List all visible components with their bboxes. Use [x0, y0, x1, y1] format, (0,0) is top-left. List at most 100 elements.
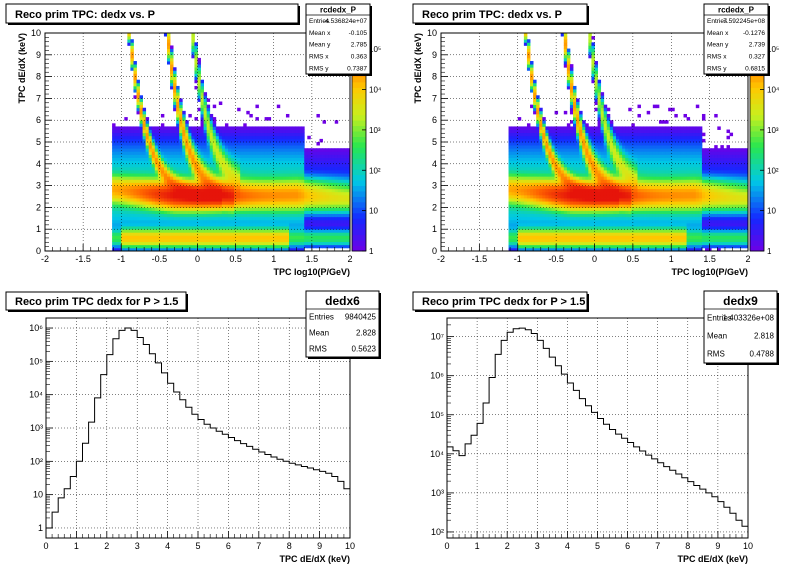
heatmap-cell [142, 219, 147, 224]
heatmap-cell [176, 123, 180, 127]
heatmap-cell [530, 201, 534, 205]
heatmap-cell [328, 235, 333, 239]
heatmap-cell [246, 166, 250, 171]
heatmap-cell [252, 185, 256, 190]
heatmap-cell [118, 179, 122, 183]
heatmap-cell [185, 191, 189, 196]
heatmap-cell [585, 135, 589, 140]
heatmap-cell [557, 154, 562, 158]
heatmap-cell [176, 229, 180, 233]
heatmap-cell [539, 176, 543, 180]
heatmap-cell [212, 185, 217, 190]
heatmap-cell [292, 219, 296, 224]
heatmap-cell [124, 151, 128, 155]
heatmap-cell [264, 151, 269, 155]
heatmap-cell [514, 244, 519, 249]
heatmap-cell [163, 229, 168, 233]
heatmap-cell [322, 226, 326, 230]
heatmap-cell [261, 222, 265, 227]
heatmap-cell [560, 145, 565, 149]
heatmap-cell [573, 226, 577, 230]
heatmap-cell [112, 226, 116, 230]
heatmap-cell [328, 148, 333, 152]
heatmap-cell [197, 235, 201, 239]
heatmap-cell [603, 191, 608, 196]
heatmap-cell [307, 232, 311, 236]
heatmap-cell [276, 160, 281, 165]
heatmap-cell [514, 160, 519, 165]
heatmap-cell [554, 226, 559, 230]
heatmap-cell [188, 163, 192, 168]
heatmap-cell [237, 244, 241, 249]
heatmap-cell [328, 163, 333, 168]
heatmap-cell [542, 142, 546, 146]
heatmap-cell [203, 201, 208, 205]
heatmap-cell [215, 201, 220, 205]
heatmap-cell [573, 232, 577, 236]
stats-label: RMS y [309, 65, 329, 72]
heatmap-cell [206, 110, 211, 115]
heatmap-cell [212, 151, 217, 155]
heatmap-cell [539, 142, 543, 146]
heatmap-cell [569, 222, 574, 227]
heatmap-cell [237, 219, 241, 224]
heatmap-cell [121, 188, 125, 193]
heatmap-cell [273, 188, 278, 193]
heatmap-cell [224, 142, 229, 146]
heatmap-cell [270, 182, 275, 186]
heatmap-cell [292, 154, 296, 158]
heatmap-cell [331, 163, 336, 168]
heatmap-cell [264, 191, 269, 196]
heatmap-cell [554, 188, 559, 193]
heatmap-cell [545, 138, 549, 143]
heatmap-cell [228, 241, 232, 246]
heatmap-cell [539, 179, 543, 183]
heatmap-cell [307, 135, 311, 140]
heatmap-cell [517, 173, 522, 177]
heatmap-cell [542, 176, 546, 180]
heatmap-cell [197, 194, 201, 199]
heatmap-cell [511, 204, 516, 208]
heatmap-cell [249, 244, 253, 249]
heatmap-cell [508, 142, 513, 146]
heatmap-cell [517, 247, 522, 252]
heatmap-cell [231, 241, 235, 246]
heatmap-cell [585, 198, 589, 202]
heatmap-cell [270, 247, 275, 252]
heatmap-cell [249, 229, 253, 233]
heatmap-cell [304, 179, 308, 183]
heatmap-cell [188, 210, 192, 215]
heatmap-cell [597, 82, 602, 87]
heatmap-cell [545, 157, 549, 162]
heatmap-cell [270, 232, 275, 236]
heatmap-cell [179, 160, 183, 165]
heatmap-cell [212, 160, 217, 165]
heatmap-cell [545, 166, 549, 171]
heatmap-cell [252, 222, 256, 227]
heatmap-cell [267, 129, 272, 134]
heatmap-cell [609, 185, 614, 190]
heatmap-cell [270, 229, 275, 233]
heatmap-cell [316, 229, 320, 233]
heatmap-cell [520, 207, 525, 211]
heatmap-cell [215, 229, 220, 233]
heatmap-cell [292, 229, 296, 233]
heatmap-cell [576, 166, 580, 171]
heatmap-cell [298, 148, 302, 152]
heatmap-cell [203, 129, 208, 134]
heatmap-cell [292, 213, 296, 218]
heatmap-cell [258, 160, 262, 165]
heatmap-cell [203, 232, 208, 236]
heatmap-cell [539, 113, 543, 118]
heatmap-cell [594, 73, 598, 77]
heatmap-cell [243, 123, 247, 127]
heatmap-cell [594, 226, 598, 230]
heatmap-cell [160, 244, 165, 249]
heatmap-cell [157, 176, 162, 180]
heatmap-cell [112, 151, 116, 155]
heatmap-cell [182, 191, 186, 196]
heatmap-cell [264, 188, 269, 193]
heatmap-cell [301, 179, 305, 183]
heatmap-cell [560, 163, 565, 168]
heatmap-cell [566, 188, 571, 193]
